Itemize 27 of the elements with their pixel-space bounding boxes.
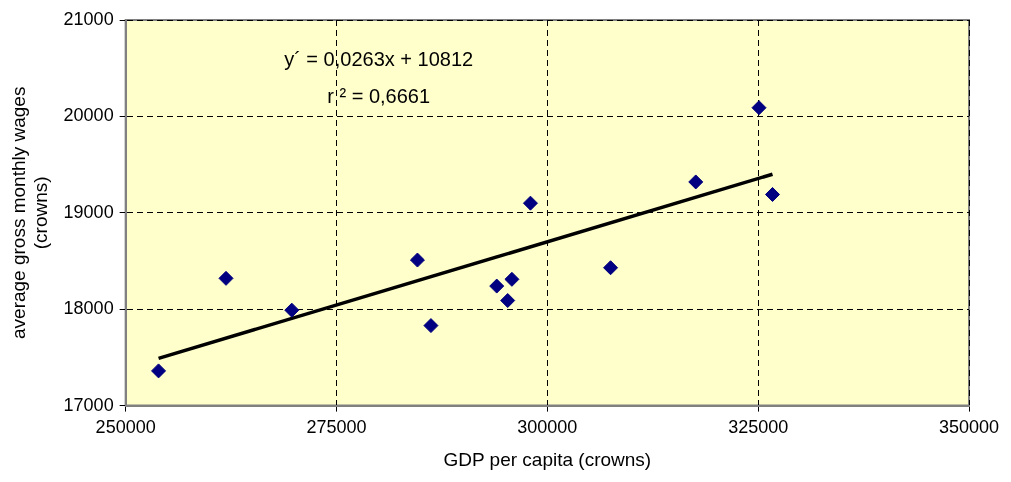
point (409, 252, 425, 268)
x-tick-label: 275000 (306, 417, 367, 438)
point (151, 363, 167, 379)
point (504, 271, 520, 287)
x-tick-label: 250000 (95, 417, 156, 438)
x-tick-label: 325000 (728, 417, 789, 438)
annotation: r ² = 0,6661 (327, 84, 431, 107)
x-tick-label: 350000 (938, 417, 1000, 438)
point (603, 260, 619, 276)
y-tick-label: 18000 (63, 298, 114, 319)
annotation: y´ = 0,0263x + 10812 (284, 47, 474, 70)
point (751, 100, 767, 116)
y-axis-title: average gross monthly wages (crowns) (7, 86, 52, 340)
point (765, 186, 780, 202)
point (218, 270, 234, 286)
point (688, 174, 704, 190)
y-tick-label: 20000 (63, 105, 114, 126)
y-tick-label: 17000 (63, 394, 114, 415)
point (500, 293, 516, 309)
y-tick-label: 19000 (63, 201, 114, 222)
point (423, 318, 439, 334)
x-tick-label: 300000 (517, 417, 578, 438)
y-tick-label: 21000 (63, 8, 114, 29)
x-axis-title: GDP per capita (crowns) (443, 448, 652, 470)
point (522, 195, 538, 211)
point (284, 302, 300, 318)
point (489, 278, 505, 294)
